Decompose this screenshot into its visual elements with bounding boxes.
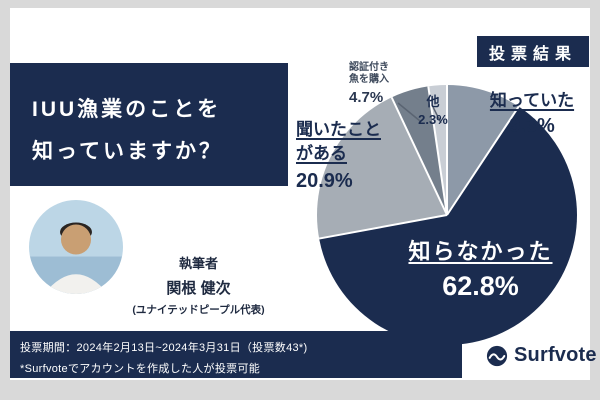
pie-label-did-not-know-text: 知らなかった (408, 239, 553, 264)
pie-label-did-not-know: 知らなかった 62.8% (398, 239, 563, 303)
author-photo-illustration (29, 200, 123, 294)
author-block: 執筆者 関根 健次 (ユナイテッドピープル代表) (126, 253, 271, 317)
vote-info-strip: 投票期間：2024年2月13日~2024年3月31日（投票数43*) *Surf… (10, 331, 462, 378)
question-title-panel: IUU漁業のことを 知っていますか？ (10, 63, 288, 186)
author-photo (29, 200, 123, 294)
surfvote-logo-text: Surfvote (514, 344, 597, 366)
surfvote-logo: Surfvote (486, 344, 597, 367)
author-heading: 執筆者 (178, 256, 218, 271)
author-name: 関根 健次 (166, 280, 231, 297)
pie-label-certified-fish: 認証付き 魚を購入 4.7% (349, 62, 419, 107)
pie-chart-area (317, 85, 577, 345)
vote-period-text: 投票期間：2024年2月13日~2024年3月31日（投票数43*) (20, 342, 308, 354)
pie-label-other-text: 他 (426, 94, 440, 109)
vote-note-text: *Surfvoteでアカウントを作成した人が投票可能 (20, 363, 261, 375)
question-title-line2: 知っていますか？ (32, 140, 223, 163)
pie-label-certified-pct: 4.7% (349, 89, 384, 106)
pie-label-heard-line2: がある (296, 144, 347, 164)
wave-icon (486, 345, 508, 366)
results-badge: 投票結果 (477, 36, 589, 67)
pie-label-knew-pct: 9.3% (509, 115, 555, 138)
pie-label-other: 他 2.3% (413, 94, 453, 127)
pie-label-knew-text: 知っていた (489, 91, 575, 110)
question-title-line1: IUU漁業のことを (32, 98, 222, 121)
pie-label-other-pct: 2.3% (418, 111, 448, 127)
pie-label-certified-line2: 魚を購入 (349, 74, 389, 85)
pie-label-knew: 知っていた 9.3% (486, 91, 578, 138)
pie-label-heard-of: 聞いたこと がある 20.9% (296, 120, 406, 193)
author-affiliation: (ユナイテッドピープル代表) (132, 304, 265, 316)
pie-label-did-not-know-pct: 62.8% (442, 271, 519, 302)
pie-label-heard-pct: 20.9% (296, 169, 353, 192)
pie-label-certified-line1: 認証付き (349, 62, 389, 73)
pie-label-heard-line1: 聞いたこと (296, 120, 381, 139)
